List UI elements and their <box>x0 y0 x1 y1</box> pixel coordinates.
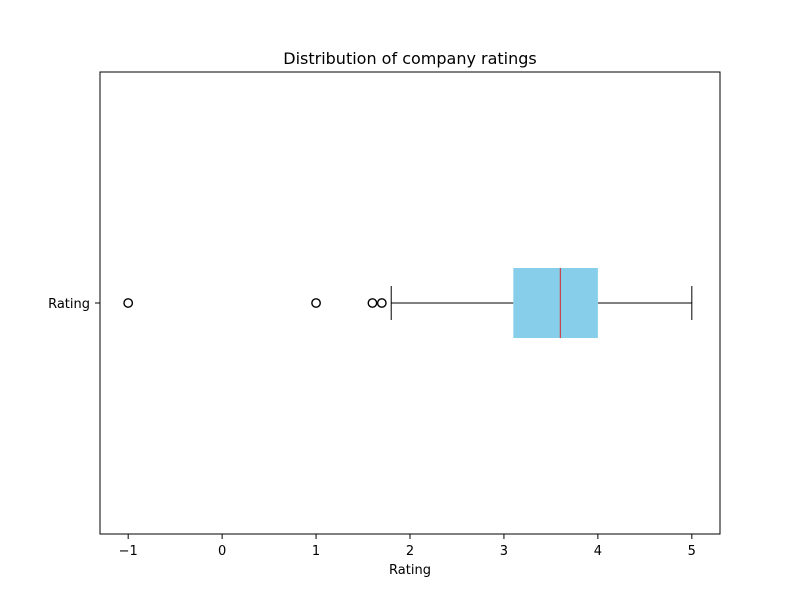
x-tick-label: 2 <box>406 544 414 559</box>
x-tick-label: 4 <box>594 544 602 559</box>
y-tick-label: Rating <box>48 297 90 312</box>
x-tick-label: 5 <box>688 544 696 559</box>
outlier-point <box>311 298 321 308</box>
plot-area: −1 0 1 2 3 4 5 Rating <box>48 71 721 559</box>
outlier-point <box>376 298 387 308</box>
chart-title: Distribution of company ratings <box>283 49 537 68</box>
outlier-point <box>123 298 134 308</box>
x-axis-label: Rating <box>389 563 431 578</box>
x-tick-label: 3 <box>500 544 508 559</box>
x-tick-label: 0 <box>218 544 226 559</box>
x-tick-label: 1 <box>312 544 320 559</box>
x-tick-label: −1 <box>119 544 138 559</box>
outlier-point <box>367 298 378 308</box>
iqr-box <box>513 268 598 338</box>
